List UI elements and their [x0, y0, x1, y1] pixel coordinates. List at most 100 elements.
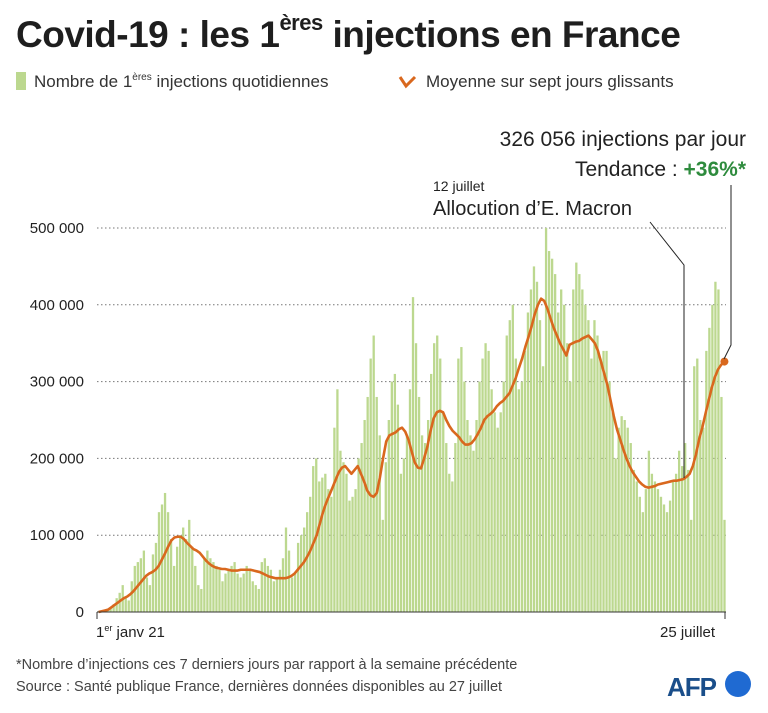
- bar: [293, 573, 297, 612]
- bar: [484, 343, 487, 612]
- bar: [342, 462, 345, 612]
- bar: [188, 519, 191, 612]
- bar: [194, 565, 197, 612]
- bar: [212, 562, 215, 612]
- bar: [230, 565, 233, 612]
- title-superscript: ères: [279, 10, 323, 35]
- bar: [281, 558, 285, 612]
- bar: [296, 542, 300, 612]
- legend-bars: Nombre de 1ères injections quotidiennes: [16, 72, 328, 92]
- bar: [393, 373, 397, 612]
- event-leader-line: [649, 221, 685, 478]
- bar: [423, 443, 427, 612]
- bar: [254, 585, 257, 612]
- bar: [236, 573, 239, 612]
- bar: [632, 469, 635, 612]
- bar: [175, 546, 179, 612]
- bar: [617, 427, 620, 612]
- bar: [702, 427, 705, 612]
- x-end-label: 25 juillet: [660, 624, 716, 641]
- bar: [674, 473, 678, 612]
- bar: [242, 573, 245, 612]
- bar: [723, 519, 726, 612]
- bar: [348, 500, 351, 612]
- bar: [363, 420, 366, 612]
- bar: [387, 420, 390, 612]
- bar: [508, 320, 511, 612]
- bar: [478, 381, 481, 612]
- source: Source : Santé publique France, dernière…: [16, 679, 503, 695]
- bar: [420, 435, 424, 612]
- bar: [626, 427, 629, 612]
- bar: [671, 481, 675, 612]
- bar: [578, 274, 581, 612]
- bar: [227, 569, 230, 612]
- bar: [324, 473, 327, 612]
- bar: [290, 577, 294, 612]
- bar: [517, 389, 520, 612]
- bars-series: [97, 228, 726, 613]
- bar: [142, 550, 146, 612]
- bar: [687, 469, 690, 612]
- bar: [572, 289, 575, 612]
- bar: [408, 389, 412, 612]
- bar: [203, 558, 206, 612]
- bar: [448, 473, 451, 612]
- bar: [611, 412, 614, 612]
- bar: [605, 350, 608, 612]
- bar: [405, 435, 409, 612]
- bar: [318, 481, 321, 612]
- bar: [336, 389, 339, 612]
- bar: [351, 496, 354, 612]
- bar: [239, 577, 242, 612]
- bar: [112, 604, 115, 612]
- bar: [541, 366, 545, 612]
- bar: [197, 585, 200, 612]
- bar: [481, 358, 484, 612]
- bar: [650, 473, 654, 612]
- bar: [306, 512, 309, 612]
- bar: [463, 381, 466, 612]
- bar: [641, 512, 644, 612]
- bar: [233, 562, 236, 612]
- bar: [396, 404, 400, 612]
- bar: [224, 573, 227, 612]
- bar: [668, 500, 672, 612]
- bar: [629, 443, 632, 612]
- bar: [303, 527, 306, 612]
- bar: [399, 473, 403, 612]
- bar: [472, 450, 475, 612]
- bar: [496, 427, 499, 612]
- bar: [257, 588, 260, 612]
- legend-bars-prefix: Nombre de 1: [34, 72, 133, 91]
- bar: [614, 458, 617, 612]
- bar: [662, 504, 666, 612]
- bar: [705, 350, 708, 612]
- bar: [457, 358, 460, 612]
- bar: [523, 350, 527, 612]
- bar: [535, 281, 539, 612]
- current-leader-line: [723, 185, 732, 360]
- trend-label: Tendance : +36%*: [575, 158, 746, 182]
- bar: [166, 512, 170, 612]
- bar: [215, 565, 218, 612]
- bar: [169, 539, 173, 612]
- bar: [644, 489, 648, 612]
- y-tick-label: 500 000: [30, 220, 84, 237]
- bar: [511, 304, 514, 612]
- bar: [339, 450, 342, 612]
- bar: [520, 381, 524, 612]
- bar: [327, 489, 330, 612]
- bar: [665, 512, 669, 612]
- bar: [699, 420, 702, 612]
- bar: [390, 381, 393, 612]
- x-start-label: 1er janv 21: [96, 623, 165, 642]
- legend-line-label: Moyenne sur sept jours glissants: [426, 72, 674, 91]
- bar: [547, 251, 551, 613]
- bar: [157, 512, 161, 612]
- bar: [366, 396, 369, 612]
- bar: [381, 519, 384, 612]
- bar: [330, 496, 333, 612]
- bar: [245, 565, 248, 612]
